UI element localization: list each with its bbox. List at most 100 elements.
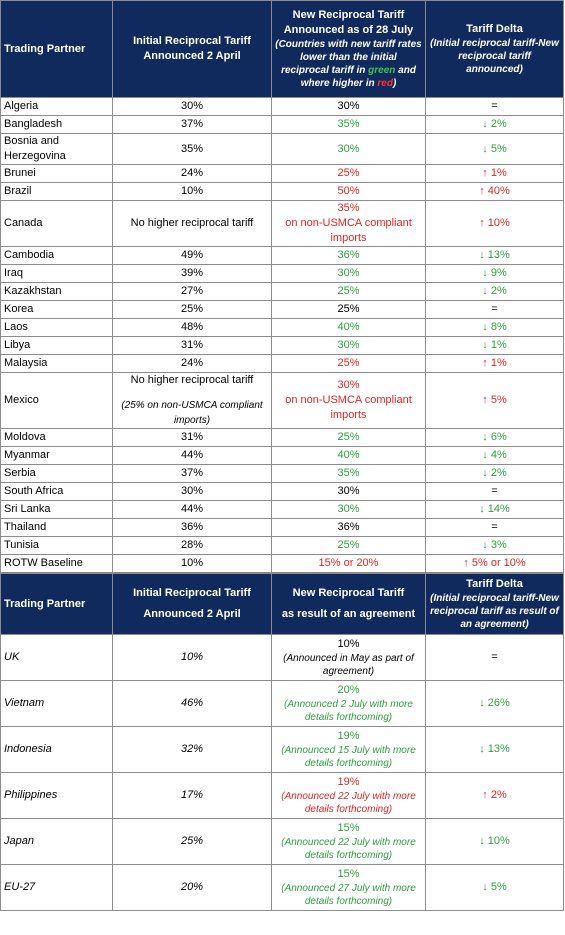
cell-text: 25% — [337, 357, 360, 369]
partner-cell: Korea — [0, 300, 113, 319]
table-row: ROTW Baseline 10% 15% or 20% ↑ 5% or 10% — [0, 554, 564, 573]
cell-text: 28% — [180, 539, 204, 551]
table-row: Malaysia 24% 25% ↑ 1% — [0, 354, 564, 373]
cell-text: ↓ 4% — [482, 449, 507, 461]
cell-text: ↓ 6% — [482, 431, 507, 443]
cell-text: 10% — [180, 557, 204, 569]
value-cell: ↓ 6% — [425, 428, 564, 447]
cell-text: 36% — [337, 249, 360, 261]
value-cell: = — [425, 518, 564, 537]
cell-note: (Announced 27 July with more details for… — [281, 883, 416, 907]
value-cell: = — [425, 300, 564, 319]
cell-text: 31% — [180, 339, 204, 351]
value-cell: 30% — [112, 97, 272, 116]
value-cell: 32% — [112, 726, 272, 773]
cell-text: 15% or 20% — [318, 557, 379, 569]
cell-text: 19% — [337, 776, 360, 788]
note-text: ) — [392, 78, 397, 89]
note-text: red — [377, 78, 393, 89]
value-cell: 25% — [271, 354, 426, 373]
header-text: as result of an agreement — [281, 608, 416, 620]
value-cell: 37% — [112, 464, 272, 483]
value-cell: ↓ 10% — [425, 818, 564, 865]
partner-cell: Malaysia — [0, 354, 113, 373]
value-cell: = — [425, 482, 564, 501]
header-text: Tariff Delta — [466, 23, 523, 35]
table-row: Japan 25% 15% (Announced 22 July with more … — [0, 818, 564, 865]
value-cell: 30% — [271, 97, 426, 116]
value-cell: 15% (Announced 27 July with more details … — [271, 864, 426, 911]
cell-text: Cambodia — [4, 249, 55, 261]
value-cell: 50% — [271, 182, 426, 201]
table-row: Bosnia and Herzegovina 35% 30% ↓ 5% — [0, 133, 564, 165]
cell-text: 15% — [337, 868, 360, 880]
cell-text: 37% — [180, 467, 204, 479]
partner-cell: Bosnia and Herzegovina — [0, 133, 113, 165]
value-cell: 36% — [271, 246, 426, 265]
value-cell: No higher reciprocal tariff (25% on non-U… — [112, 372, 272, 429]
value-cell: 30% — [271, 336, 426, 355]
table-row: EU-27 20% 15% (Announced 27 July with more … — [0, 864, 564, 911]
partner-cell: Indonesia — [0, 726, 113, 773]
cell-text: Korea — [4, 303, 34, 315]
value-cell: ↑ 1% — [425, 164, 564, 183]
cell-text: 40% — [337, 321, 360, 333]
value-cell: ↑ 1% — [425, 354, 564, 373]
cell-text: 30% — [337, 100, 360, 112]
cell-text: 35% — [337, 118, 360, 130]
cell-text: 30% — [180, 485, 204, 497]
header-text: Announced 2 April — [143, 608, 241, 620]
header-cell: Tariff Delta (Initial reciprocal tariff-N… — [425, 573, 564, 635]
value-cell: 17% — [112, 772, 272, 819]
value-cell: 25% — [271, 536, 426, 555]
header-text: New Reciprocal Tariff — [292, 587, 405, 599]
value-cell: ↑ 10% — [425, 200, 564, 247]
value-cell: 20% — [112, 864, 272, 911]
value-cell: 44% — [112, 446, 272, 465]
cell-text: 10% — [337, 638, 360, 650]
header-text: Initial Reciprocal Tariff — [133, 587, 251, 599]
cell-text: 32% — [180, 743, 204, 755]
cell-text: 25% — [337, 303, 360, 315]
value-cell: 10% — [112, 554, 272, 573]
cell-text: ↑ 1% — [482, 167, 507, 179]
partner-cell: Brazil — [0, 182, 113, 201]
cell-text: ↓ 2% — [482, 118, 507, 130]
value-cell: ↓ 9% — [425, 264, 564, 283]
cell-text: Brazil — [4, 185, 32, 197]
cell-text: Myanmar — [4, 449, 50, 461]
cell-note: (Announced 22 July with more details for… — [281, 837, 416, 861]
value-cell: = — [425, 97, 564, 116]
cell-text: Algeria — [4, 100, 39, 112]
partner-cell: Vietnam — [0, 680, 113, 727]
partner-cell: Laos — [0, 318, 113, 337]
value-cell: 27% — [112, 282, 272, 301]
value-cell: 37% — [112, 115, 272, 134]
cell-text: Serbia — [4, 467, 36, 479]
cell-text: Sri Lanka — [4, 503, 51, 515]
header-cell: Initial Reciprocal Tariff Announced 2 Apr… — [112, 573, 272, 635]
cell-note: on non-USMCA compliant imports — [285, 394, 412, 421]
partner-cell: Canada — [0, 200, 113, 247]
cell-text: Malaysia — [4, 357, 48, 369]
cell-text: 25% — [337, 539, 360, 551]
cell-text: ↓ 13% — [479, 249, 510, 261]
value-cell: 39% — [112, 264, 272, 283]
cell-text: 10% — [180, 185, 204, 197]
partner-cell: Philippines — [0, 772, 113, 819]
cell-text: UK — [4, 651, 20, 663]
table-row: Brazil 10% 50% ↑ 40% — [0, 182, 564, 201]
cell-text: Philippines — [4, 789, 58, 801]
value-cell: 40% — [271, 446, 426, 465]
cell-text: ↑ 40% — [479, 185, 510, 197]
value-cell: 20% (Announced 2 July with more details f… — [271, 680, 426, 727]
cell-text: ↓ 26% — [479, 697, 510, 709]
cell-text: 27% — [180, 285, 204, 297]
cell-text: 15% — [337, 822, 360, 834]
cell-text: Bangladesh — [4, 118, 63, 130]
value-cell: ↑ 5% or 10% — [425, 554, 564, 573]
cell-text: ↓ 3% — [482, 539, 507, 551]
header-text: Tariff Delta — [466, 578, 523, 590]
value-cell: 30% — [271, 264, 426, 283]
partner-cell: Sri Lanka — [0, 500, 113, 519]
